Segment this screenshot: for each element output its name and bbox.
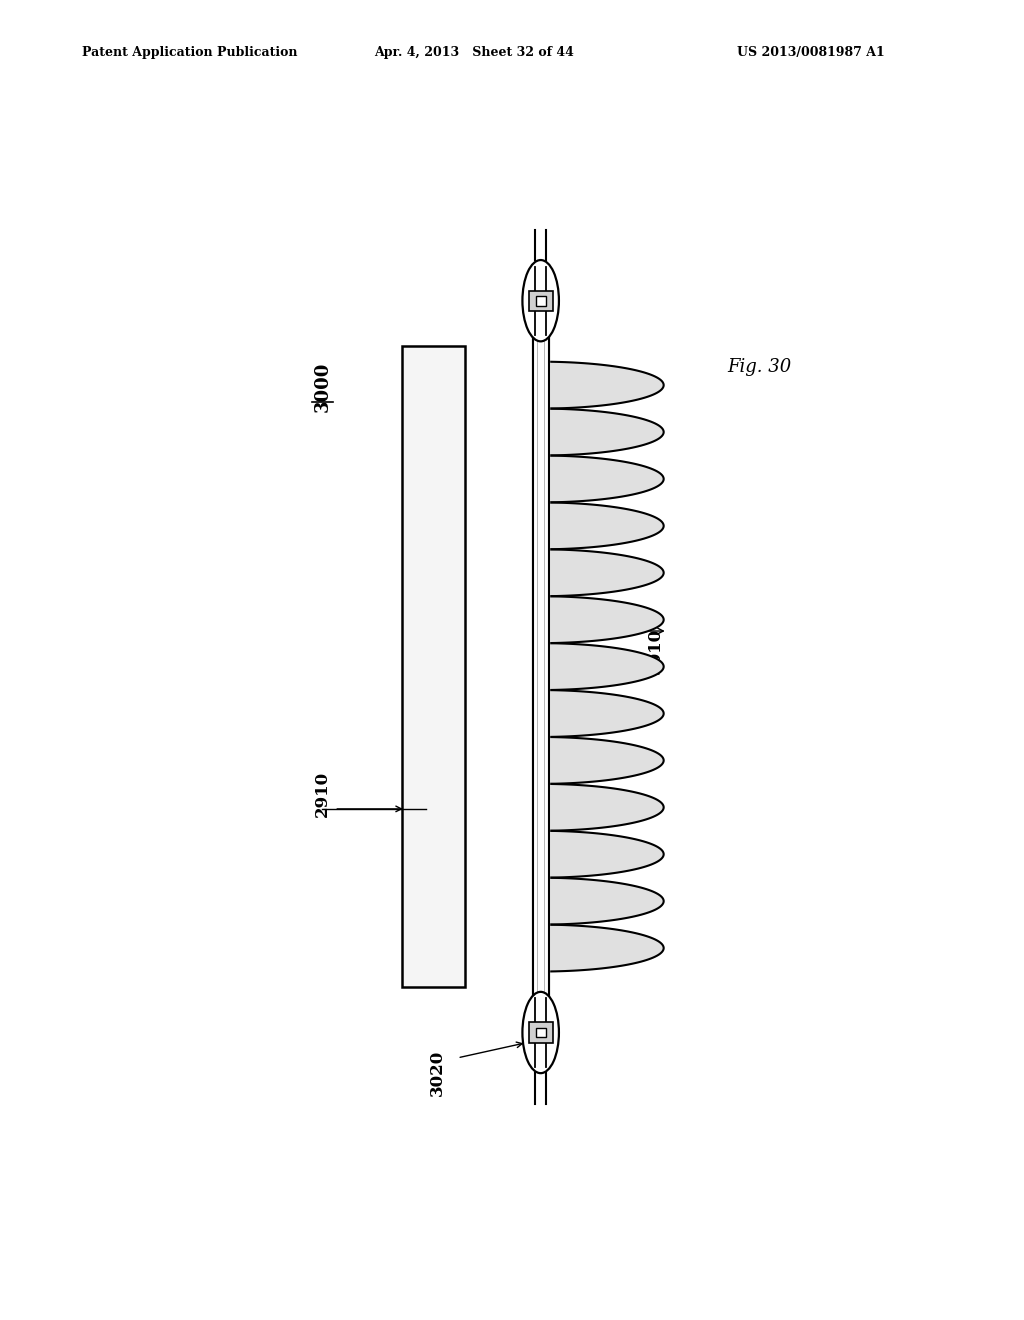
Polygon shape bbox=[532, 690, 664, 737]
Polygon shape bbox=[532, 924, 664, 972]
Text: 3000: 3000 bbox=[313, 362, 332, 412]
Text: 3020: 3020 bbox=[429, 1049, 446, 1097]
Bar bbox=[536, 1028, 546, 1038]
Text: Patent Application Publication: Patent Application Publication bbox=[82, 46, 297, 59]
Polygon shape bbox=[532, 409, 664, 455]
Bar bbox=[401, 346, 465, 987]
Text: 2910: 2910 bbox=[314, 771, 331, 817]
Bar bbox=[528, 1023, 553, 1043]
Polygon shape bbox=[532, 549, 664, 597]
Polygon shape bbox=[532, 784, 664, 830]
Text: US 2013/0081987 A1: US 2013/0081987 A1 bbox=[737, 46, 885, 59]
Text: 3010: 3010 bbox=[647, 628, 665, 675]
Polygon shape bbox=[532, 503, 664, 549]
Polygon shape bbox=[532, 643, 664, 690]
Polygon shape bbox=[532, 362, 664, 409]
Polygon shape bbox=[532, 878, 664, 924]
Ellipse shape bbox=[522, 260, 559, 342]
Text: Fig. 30: Fig. 30 bbox=[727, 358, 792, 376]
Ellipse shape bbox=[522, 991, 559, 1073]
Polygon shape bbox=[532, 597, 664, 643]
Polygon shape bbox=[532, 830, 664, 878]
Text: Apr. 4, 2013   Sheet 32 of 44: Apr. 4, 2013 Sheet 32 of 44 bbox=[374, 46, 573, 59]
Polygon shape bbox=[532, 455, 664, 503]
Polygon shape bbox=[532, 737, 664, 784]
Bar bbox=[536, 296, 546, 305]
Bar bbox=[528, 290, 553, 312]
